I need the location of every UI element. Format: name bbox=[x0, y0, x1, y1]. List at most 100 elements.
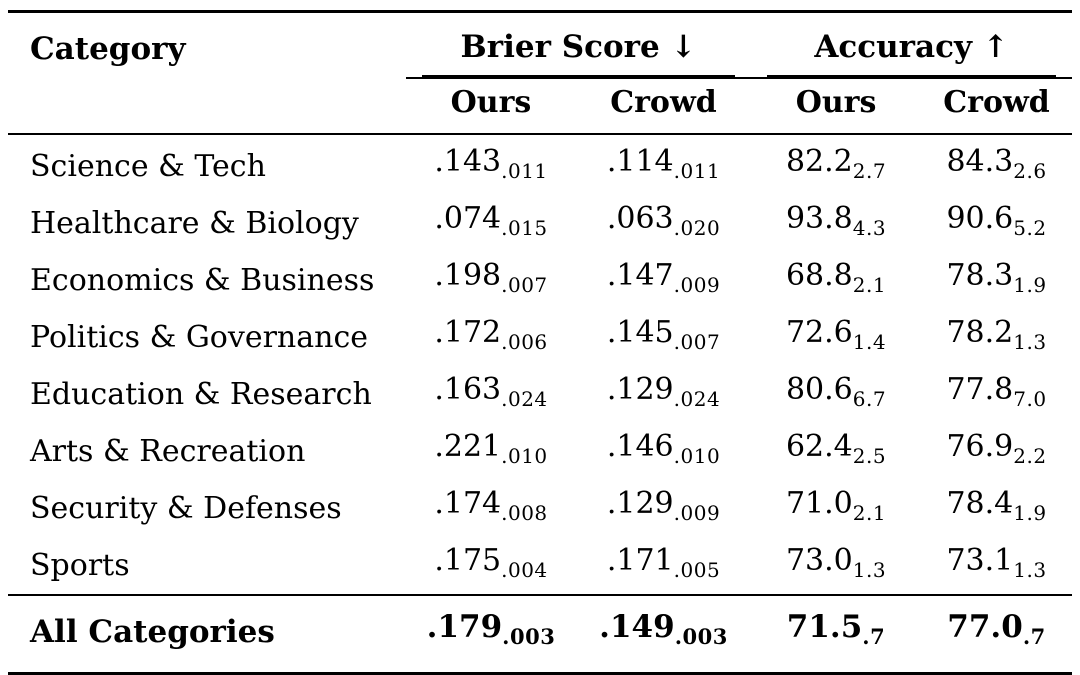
accuracy-crowd-cell: 73.11.3 bbox=[921, 537, 1072, 595]
value: 68.8 bbox=[785, 258, 853, 293]
stderr-subscript: 1.4 bbox=[852, 330, 887, 354]
category-cell: Education & Research bbox=[30, 377, 372, 412]
accuracy-ours-cell: 93.84.3 bbox=[751, 195, 921, 252]
stderr-subscript: .015 bbox=[501, 216, 548, 240]
brier-crowd-cell: .147.009 bbox=[576, 252, 751, 309]
accuracy-ours-cell: 71.02.1 bbox=[751, 480, 921, 537]
accuracy-crowd-cell: 84.32.6 bbox=[921, 134, 1072, 195]
accuracy-crowd-column-header: Crowd bbox=[921, 78, 1073, 135]
summary-brier-crowd-cell: .149.003 bbox=[576, 594, 752, 674]
summary-row: All Categories .179.003 .149.003 71.5.7 … bbox=[8, 594, 1073, 674]
brier-crowd-cell: .171.005 bbox=[576, 537, 751, 595]
accuracy-crowd-cell: 90.65.2 bbox=[921, 195, 1072, 252]
brier-crowd-cell: .145.007 bbox=[576, 309, 751, 366]
accuracy-ours-cell: 80.66.7 bbox=[751, 366, 921, 423]
stderr-subscript: .020 bbox=[673, 216, 721, 240]
summary-accuracy-crowd-cell: 77.0.7 bbox=[921, 594, 1073, 674]
category-cell: Economics & Business bbox=[30, 263, 375, 298]
accuracy-ours-cell: 68.82.1 bbox=[751, 252, 921, 309]
brier-score-group-header: Brier Score ↓ bbox=[406, 11, 752, 79]
stderr-subscript: .007 bbox=[501, 273, 548, 297]
value: 72.6 bbox=[785, 315, 853, 350]
stderr-subscript: .007 bbox=[673, 330, 721, 354]
brier-crowd-cell: .146.010 bbox=[576, 423, 751, 480]
stderr-subscript: 4.3 bbox=[852, 216, 887, 240]
stderr-subscript: .003 bbox=[502, 624, 556, 649]
table-row: Education & Research .163.024 .129.024 8… bbox=[8, 366, 1072, 423]
table-header: Category Brier Score ↓ Accuracy ↑ Ours C… bbox=[8, 11, 1073, 135]
accuracy-crowd-cell: 78.21.3 bbox=[921, 309, 1072, 366]
value: 84.3 bbox=[946, 144, 1014, 179]
category-cell: Arts & Recreation bbox=[30, 434, 306, 469]
stderr-subscript: 2.6 bbox=[1013, 159, 1047, 183]
value: 73.0 bbox=[785, 543, 853, 578]
value: 93.8 bbox=[785, 201, 853, 236]
stderr-subscript: .006 bbox=[501, 330, 548, 354]
value: .143 bbox=[434, 144, 502, 179]
accuracy-group-header: Accuracy ↑ bbox=[751, 11, 1073, 79]
value: 80.6 bbox=[785, 372, 853, 407]
category-column-header: Category bbox=[8, 11, 406, 135]
accuracy-ours-cell: 73.01.3 bbox=[751, 537, 921, 595]
accuracy-ours-column-header: Ours bbox=[751, 78, 922, 135]
value: .114 bbox=[606, 144, 674, 179]
value: 73.1 bbox=[946, 543, 1014, 578]
brier-crowd-cell: .114.011 bbox=[576, 134, 751, 195]
stderr-subscript: 1.3 bbox=[1013, 558, 1047, 582]
value: 82.2 bbox=[785, 144, 853, 179]
accuracy-group-label: Accuracy ↑ bbox=[767, 25, 1057, 77]
stderr-subscript: .009 bbox=[673, 501, 721, 525]
value: .063 bbox=[606, 201, 674, 236]
value: 78.3 bbox=[946, 258, 1014, 293]
brier-ours-cell: .221.010 bbox=[406, 423, 576, 480]
value: .129 bbox=[606, 372, 674, 407]
stderr-subscript: .010 bbox=[673, 444, 721, 468]
brier-ours-cell: .163.024 bbox=[406, 366, 576, 423]
stderr-subscript: 1.3 bbox=[1013, 330, 1047, 354]
brier-score-group-label: Brier Score ↓ bbox=[422, 25, 736, 77]
stderr-subscript: .005 bbox=[673, 558, 721, 582]
stderr-subscript: 2.1 bbox=[852, 501, 887, 525]
value: 76.9 bbox=[946, 429, 1014, 464]
stderr-subscript: .011 bbox=[501, 159, 548, 183]
brier-ours-column-header: Ours bbox=[406, 78, 576, 135]
brier-crowd-column-header: Crowd bbox=[576, 78, 752, 135]
stderr-subscript: 2.1 bbox=[852, 273, 887, 297]
table-body: Science & Tech .143.011 .114.011 82.22.7… bbox=[8, 134, 1072, 595]
value: 77.0 bbox=[947, 609, 1023, 645]
value: 78.4 bbox=[946, 486, 1014, 521]
stderr-subscript: 5.2 bbox=[1013, 216, 1047, 240]
accuracy-crowd-cell: 78.41.9 bbox=[921, 480, 1072, 537]
value: .175 bbox=[434, 543, 502, 578]
brier-ours-cell: .175.004 bbox=[406, 537, 576, 595]
value: 78.2 bbox=[946, 315, 1014, 350]
group-header-row: Category Brier Score ↓ Accuracy ↑ bbox=[8, 11, 1073, 135]
results-table: Category Brier Score ↓ Accuracy ↑ Ours C… bbox=[8, 10, 1073, 675]
table-footer: All Categories .179.003 .149.003 71.5.7 … bbox=[8, 594, 1073, 674]
brier-crowd-cell: .129.009 bbox=[576, 480, 751, 537]
brier-ours-cell: .198.007 bbox=[406, 252, 576, 309]
value: .129 bbox=[606, 486, 674, 521]
stderr-subscript: .004 bbox=[501, 558, 548, 582]
table-row: Security & Defenses .174.008 .129.009 71… bbox=[8, 480, 1072, 537]
value: 77.8 bbox=[946, 372, 1014, 407]
stderr-subscript: .009 bbox=[673, 273, 721, 297]
value: 90.6 bbox=[946, 201, 1014, 236]
value: .172 bbox=[434, 315, 502, 350]
value: .171 bbox=[606, 543, 674, 578]
stderr-subscript: 2.5 bbox=[852, 444, 887, 468]
value: .149 bbox=[599, 609, 675, 645]
table-row: Sports .175.004 .171.005 73.01.3 73.11.3 bbox=[8, 537, 1072, 595]
value: 71.5 bbox=[786, 609, 863, 645]
value: .179 bbox=[426, 609, 503, 645]
table-row: Economics & Business .198.007 .147.009 6… bbox=[8, 252, 1072, 309]
brier-crowd-cell: .063.020 bbox=[576, 195, 751, 252]
accuracy-ours-cell: 72.61.4 bbox=[751, 309, 921, 366]
value: 71.0 bbox=[785, 486, 853, 521]
stderr-subscript: 2.7 bbox=[852, 159, 887, 183]
value: .174 bbox=[434, 486, 502, 521]
category-cell: Healthcare & Biology bbox=[30, 206, 359, 241]
value: .145 bbox=[606, 315, 674, 350]
stderr-subscript: .003 bbox=[674, 624, 728, 649]
stderr-subscript: .7 bbox=[1022, 624, 1046, 649]
